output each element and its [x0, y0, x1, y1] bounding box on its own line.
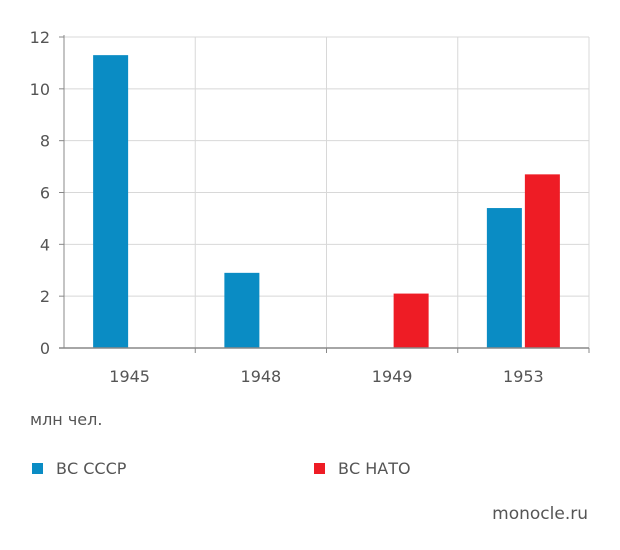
legend-item-ussr: ВС СССР: [32, 459, 126, 478]
source-label: monocle.ru: [492, 504, 588, 524]
grid: [64, 36, 590, 348]
y-tick-label: 4: [40, 235, 50, 254]
legend-swatch-ussr: [32, 463, 43, 474]
bar-nato-1953: [524, 174, 560, 348]
bar-ussr-1953: [486, 208, 522, 348]
legend-label-ussr: ВС СССР: [56, 459, 127, 478]
x-tick-labels: 1945 1948 1949 1953: [109, 367, 543, 386]
legend-item-nato: ВС НАТО: [314, 459, 411, 478]
bar-chart: 0 2 4 6 8 10 12 1945 1948 1949 1953: [30, 28, 590, 386]
x-tick-label: 1945: [109, 367, 150, 386]
y-tick-label: 12: [30, 28, 50, 47]
bar-ussr-1948: [224, 272, 260, 348]
y-tick-label: 2: [40, 287, 50, 306]
axes: [59, 35, 590, 353]
x-tick-label: 1949: [372, 367, 413, 386]
legend-swatch-nato: [314, 463, 325, 474]
unit-label: млн чел.: [30, 410, 103, 429]
legend-label-nato: ВС НАТО: [338, 459, 411, 478]
bar-nato-1949: [393, 293, 429, 348]
y-tick-label: 0: [40, 339, 50, 358]
bars: [93, 55, 560, 349]
y-tick-label: 10: [30, 80, 50, 99]
y-tick-label: 8: [40, 132, 50, 151]
x-tick-label: 1948: [241, 367, 282, 386]
bar-ussr-1945: [93, 55, 129, 349]
y-tick-labels: 0 2 4 6 8 10 12: [30, 28, 50, 358]
y-tick-label: 6: [40, 184, 50, 203]
x-tick-label: 1953: [503, 367, 544, 386]
